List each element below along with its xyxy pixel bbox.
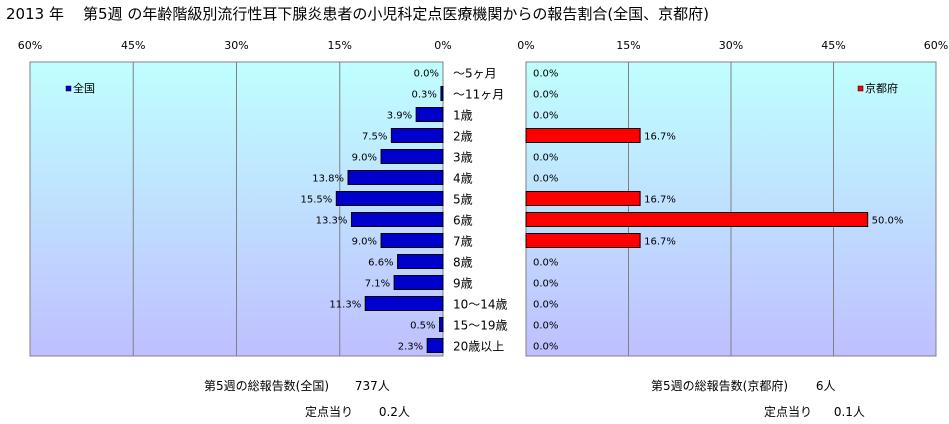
national-bar [350,212,444,227]
national-legend-swatch [65,85,72,92]
national-data-label: 7.1% [365,279,390,290]
age-category-label: ～5ヶ月 [453,67,497,81]
national-bar [415,107,444,122]
national-bar [380,233,444,248]
national-bar [440,86,444,101]
kyoto-bar [525,191,641,206]
national-bar [390,128,444,143]
kyoto-bar [525,233,641,248]
national-bar [397,254,444,269]
national-total-label: 第5週の総報告数(全国) [204,379,329,393]
age-category-label: 2歳 [453,130,473,144]
national-data-label: 13.8% [312,174,344,185]
kyoto-bar [525,212,869,227]
kyoto-total-count: 6人 [815,379,836,393]
kyoto-chart-panel: 0% 15% 30% 45% 60% 0.0% 0.0% 0.0% 16.7% 0.0% 0.0% 1… [517,39,948,357]
national-data-label: 0.5% [410,321,435,332]
national-data-label: 15.5% [301,195,333,206]
national-data-label: 11.3% [329,300,361,311]
kyoto-data-label: 0.0% [533,279,558,290]
kyoto-data-label: 16.7% [644,195,676,206]
kyoto-tick-label: 15% [616,39,640,52]
kyoto-per-point: 定点当り 0.1人 [764,403,865,420]
national-data-label: 13.3% [316,216,348,227]
kyoto-bar [525,128,641,143]
national-tick-label: 45% [121,39,145,52]
age-category-label: 20歳以上 [453,340,504,354]
kyoto-legend-label: 京都府 [865,81,898,95]
age-category-label: 9歳 [453,277,473,291]
kyoto-data-label: 0.0% [533,111,558,122]
kyoto-tick-label: 60% [924,39,948,52]
national-tick-label: 30% [224,39,248,52]
national-tick-label: 0% [434,39,451,52]
kyoto-data-label: 16.7% [644,237,676,248]
national-per-point: 定点当り 0.2人 [305,403,410,420]
kyoto-data-label: 0.0% [533,321,558,332]
kyoto-data-label: 0.0% [533,258,558,269]
national-bar [347,170,444,185]
national-data-label: 0.0% [414,69,439,80]
kyoto-data-label: 50.0% [872,216,904,227]
kyoto-data-label: 0.0% [533,153,558,164]
national-data-label: 0.3% [412,90,437,101]
national-legend-label: 全国 [73,81,95,95]
national-data-label: 2.3% [398,342,423,353]
kyoto-tick-label: 45% [821,39,845,52]
kyoto-data-label: 0.0% [533,69,558,80]
national-bar [364,296,444,311]
national-bar [393,275,444,290]
national-per-value: 0.2人 [378,405,410,419]
national-bar [426,338,444,353]
age-category-label: 5歳 [453,193,473,207]
national-per-label: 定点当り [305,405,354,419]
kyoto-data-label: 0.0% [533,174,558,185]
age-category-label: 6歳 [453,214,473,228]
age-category-labels: ～5ヶ月 ～11ヶ月 1歳 2歳 3歳 4歳 5歳 6歳 7歳 8歳 9歳 10～14歳 15～19歳 2… [453,67,508,354]
kyoto-data-label: 0.0% [533,90,558,101]
page-title: 2013 年 第5週 の年齢階級別流行性耳下腺炎患者の小児科定点医療機関からの報… [6,5,710,23]
kyoto-total-label: 第5週の総報告数(京都府) [651,379,788,393]
national-data-label: 9.0% [352,153,377,164]
age-category-label: 3歳 [453,151,473,165]
kyoto-legend-swatch [857,85,864,92]
national-bar [439,317,444,332]
national-summary: 第5週の総報告数(全国) 737人 [204,377,390,394]
age-category-label: 15～19歳 [453,319,508,333]
age-category-label: 8歳 [453,256,473,270]
national-data-label: 7.5% [362,132,387,143]
age-category-label: 7歳 [453,235,473,249]
national-total-count: 737人 [354,379,390,393]
national-data-label: 9.0% [352,237,377,248]
national-tick-label: 60% [18,39,42,52]
national-tick-label: 15% [328,39,352,52]
kyoto-data-label: 0.0% [533,342,558,353]
age-category-label: 10～14歳 [453,298,508,312]
kyoto-per-value: 0.1人 [833,405,865,419]
national-data-label: 6.6% [368,258,393,269]
kyoto-tick-label: 30% [719,39,743,52]
national-chart-panel: 60% 45% 30% 15% 0% 0.0% 0.3%3.9%7.5% 9.0% 13.8% 1… [18,39,452,357]
national-data-label: 3.9% [387,111,412,122]
kyoto-per-label: 定点当り [764,405,813,419]
kyoto-data-label: 0.0% [533,300,558,311]
national-bar [335,191,444,206]
kyoto-data-label: 16.7% [644,132,676,143]
age-category-label: ～11ヶ月 [453,88,504,102]
kyoto-tick-label: 0% [517,39,534,52]
age-category-label: 1歳 [453,109,473,123]
national-bar [380,149,444,164]
kyoto-summary: 第5週の総報告数(京都府) 6人 [651,377,835,394]
age-category-label: 4歳 [453,172,473,186]
